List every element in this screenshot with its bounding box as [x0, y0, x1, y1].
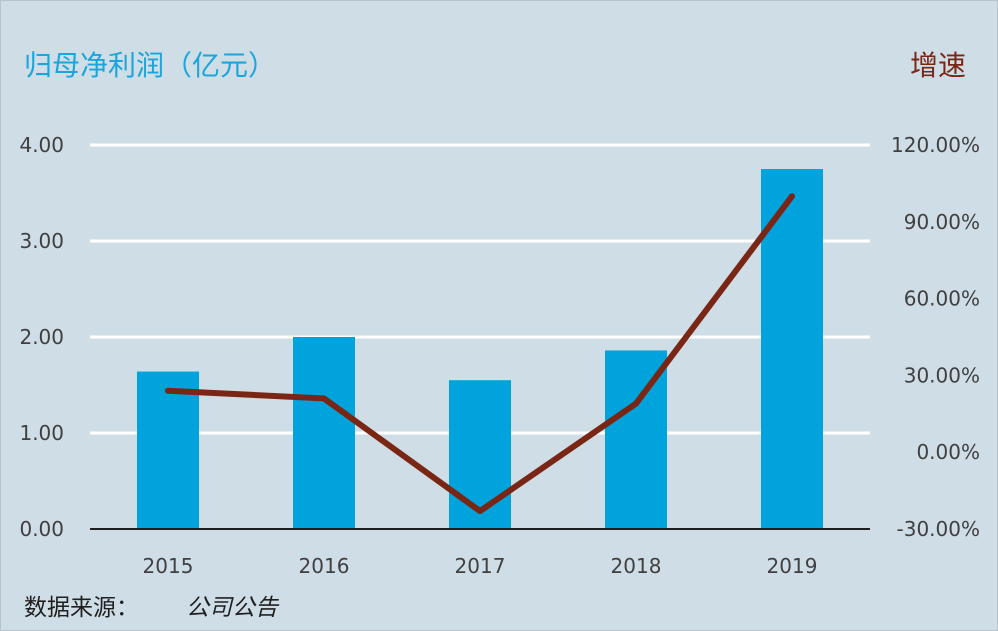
- right-tick-label: -30.00%: [897, 517, 980, 541]
- left-axis-ticks: 4.00 3.00 2.00 1.00 0.00: [19, 133, 64, 541]
- category-label: 2018: [611, 554, 662, 578]
- right-tick-label: 60.00%: [904, 287, 980, 311]
- category-label: 2017: [455, 554, 506, 578]
- bar: [761, 169, 823, 529]
- bar: [137, 371, 199, 529]
- right-tick-label: 120.00%: [891, 133, 980, 157]
- category-label: 2016: [299, 554, 350, 578]
- right-tick-label: 0.00%: [916, 440, 980, 464]
- left-tick-label: 3.00: [19, 229, 64, 253]
- left-tick-label: 1.00: [19, 421, 64, 445]
- bar: [449, 380, 511, 529]
- source-label: 数据来源：: [24, 595, 139, 621]
- left-axis-title: 归母净利润（亿元）: [24, 49, 276, 82]
- right-axis-title: 增速: [910, 49, 966, 82]
- right-tick-label: 30.00%: [904, 363, 980, 387]
- bar: [293, 337, 355, 529]
- source-value: 公司公告: [186, 595, 280, 621]
- bar-series: [137, 169, 823, 529]
- line-series: [165, 193, 795, 515]
- category-label: 2015: [143, 554, 194, 578]
- right-tick-label: 90.00%: [904, 210, 980, 234]
- category-labels: 2015 2016 2017 2018 2019: [143, 554, 818, 578]
- left-tick-label: 2.00: [19, 325, 64, 349]
- right-axis-ticks: 120.00% 90.00% 60.00% 30.00% 0.00% -30.00%: [891, 133, 980, 541]
- left-tick-label: 4.00: [19, 133, 64, 157]
- category-label: 2019: [767, 554, 818, 578]
- left-tick-label: 0.00: [19, 517, 64, 541]
